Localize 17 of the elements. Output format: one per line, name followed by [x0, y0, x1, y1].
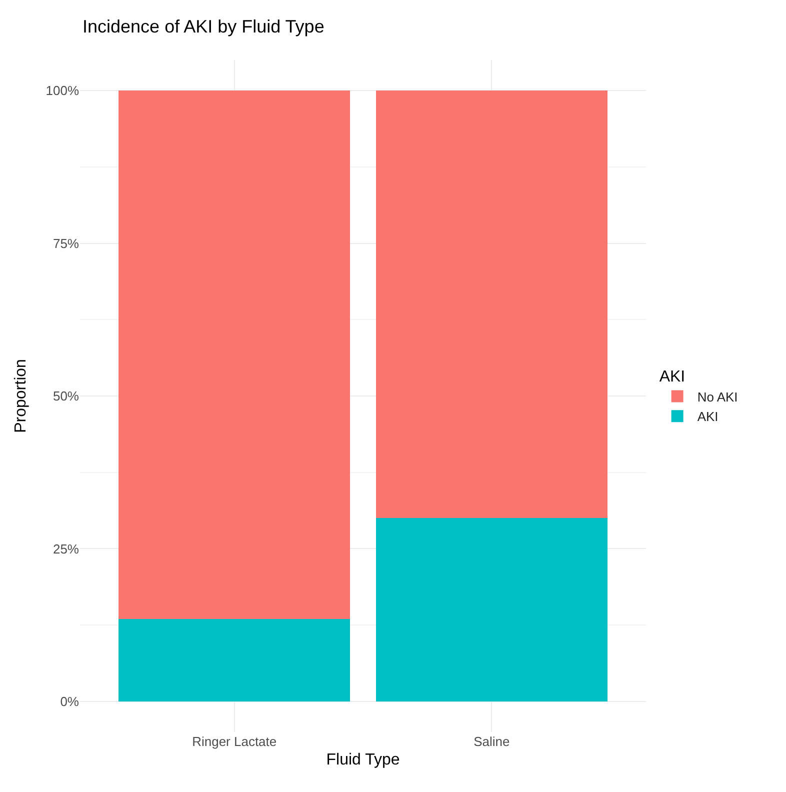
bar	[376, 90, 608, 518]
bar	[118, 90, 350, 619]
y-tick-label: 75%	[52, 236, 80, 251]
y-axis-title: Proportion	[12, 359, 30, 433]
chart-title: Incidence of AKI by Fluid Type	[82, 16, 324, 36]
bar	[118, 618, 350, 702]
legend-title: AKI	[659, 368, 686, 386]
x-tick-label: Saline	[474, 734, 510, 749]
x-tick-label: Ringer Lactate	[192, 734, 277, 749]
legend-label: AKI	[697, 409, 718, 424]
bar	[376, 518, 608, 702]
y-tick-label: 25%	[52, 541, 80, 556]
x-axis-title: Fluid Type	[326, 752, 400, 769]
y-tick-label: 100%	[46, 83, 80, 98]
legend-label: No AKI	[697, 389, 738, 404]
y-tick-label: 0%	[60, 694, 80, 709]
y-tick-label: 50%	[52, 388, 80, 404]
